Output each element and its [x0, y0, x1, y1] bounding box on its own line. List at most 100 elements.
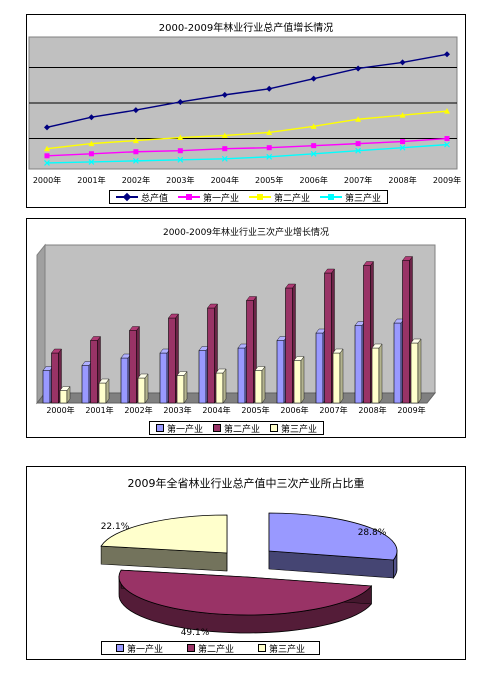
- line-point-secondary: [266, 129, 273, 135]
- line-chart-svg: 2000年 2001年 2002年 2003年 2004年 2005年 2006年 2007年…: [28, 36, 461, 185]
- line-point-tertiary: [399, 144, 406, 151]
- bar-x-tick-label: 2003年: [163, 405, 191, 415]
- bar-top-secondary: [207, 303, 218, 309]
- bar-x-tick-label: 2008年: [358, 405, 386, 415]
- bar-x-tick-label: 2006年: [280, 405, 308, 415]
- bar-side-tertiary: [222, 368, 227, 404]
- bar-legend-label-primary: 第一产业: [167, 424, 204, 435]
- bar-x-tick-label: 2002年: [124, 405, 152, 415]
- bar-secondary: [324, 272, 332, 404]
- line-point-total: [132, 107, 139, 114]
- pie-legend-item-tertiary: 第三产业: [258, 642, 305, 655]
- line-point-secondary: [177, 134, 184, 141]
- pie-legend-swatch-secondary-icon: [187, 644, 196, 652]
- line-point-tertiary: [355, 147, 362, 154]
- bar-tertiary: [98, 382, 107, 404]
- bar-primary: [237, 347, 246, 404]
- line-point-total: [310, 75, 317, 82]
- line-point-primary: [177, 148, 183, 154]
- pie-slice-tertiary: [100, 514, 228, 554]
- legend-label-primary: 第一产业: [203, 193, 240, 204]
- bar-primary: [42, 370, 51, 404]
- line-point-tertiary: [266, 153, 273, 160]
- legend-item-tertiary: 第三产业: [320, 191, 381, 204]
- bar-tertiary: [371, 347, 380, 404]
- bar-legend-item-secondary: 第二产业: [213, 422, 260, 435]
- pie-legend-label-tertiary: 第三产业: [269, 644, 306, 655]
- bar-chart-svg: 2000年 2001年 2002年 2003年 2004年 2005年 2006年 2007年…: [35, 243, 437, 415]
- pie-data-label-secondary: 49.1%: [181, 628, 210, 638]
- line-point-tertiary: [310, 150, 317, 157]
- bar-side-tertiary: [261, 365, 266, 404]
- line-point-primary: [266, 145, 272, 151]
- pie-legend-swatch-primary-icon: [116, 644, 124, 652]
- bar-tertiary: [176, 375, 185, 404]
- bar-side-tertiary: [378, 343, 383, 404]
- bar-tertiary: [59, 390, 68, 404]
- line-chart-legend: 总产值 第一产业 第二产业 第三产业: [109, 190, 389, 204]
- bar-primary: [81, 365, 90, 404]
- line-point-tertiary: [132, 157, 139, 164]
- line-x-tick-label: 2009年: [433, 175, 461, 185]
- pie-slice-secondary: [118, 569, 373, 616]
- bar-chart-panel: 2000-2009年林业行业三次产业增长情况 2000年 2001年 2002年 20…: [26, 218, 466, 438]
- line-x-tick-label: 2004年: [211, 175, 239, 185]
- bar-top-tertiary: [176, 371, 188, 376]
- bar-secondary: [168, 317, 176, 404]
- bar-side-tertiary: [339, 348, 344, 404]
- pie-chart-svg: 28.8% 49.1% 22.1%: [100, 512, 398, 638]
- bar-legend-swatch-tertiary-icon: [270, 424, 279, 432]
- line-point-secondary: [444, 108, 450, 114]
- bar-x-tick-label: 2007年: [319, 405, 347, 415]
- bar-top-secondary: [402, 256, 413, 261]
- bar-secondary: [129, 330, 137, 404]
- bar-primary: [354, 325, 363, 404]
- pie-legend-label-primary: 第一产业: [127, 644, 164, 655]
- bar-secondary: [51, 352, 59, 404]
- pie-chart-panel: 2009年全省林业行业总产值中三次产业所占比重 28.8% 49.1% 22.1% …: [26, 466, 466, 660]
- bar-top-tertiary: [215, 368, 227, 374]
- line-point-total: [88, 114, 95, 121]
- line-point-total: [177, 98, 184, 105]
- line-point-tertiary: [88, 158, 95, 165]
- bar-tertiary: [293, 360, 302, 404]
- bar-tertiary: [410, 342, 419, 404]
- line-point-primary: [400, 139, 406, 145]
- bar-x-tick-label: 2004年: [202, 405, 230, 415]
- line-point-primary: [44, 153, 50, 159]
- pie-legend-item-primary: 第一产业: [116, 642, 163, 655]
- bar-secondary: [207, 307, 215, 404]
- line-series-1: [46, 137, 448, 157]
- bar-top-tertiary: [410, 338, 422, 344]
- bar-secondary: [246, 300, 254, 404]
- legend-line-secondary-icon: [249, 193, 272, 201]
- line-x-tick-label: 2001年: [77, 175, 105, 185]
- line-point-primary: [444, 136, 450, 142]
- legend-line-primary-icon: [178, 193, 201, 201]
- bar-legend-label-tertiary: 第三产业: [281, 424, 318, 435]
- bar-primary: [198, 350, 207, 404]
- bar-top-secondary: [285, 283, 296, 289]
- line-point-secondary: [399, 112, 406, 118]
- pie-chart-title: 2009年全省林业行业总产值中三次产业所占比重: [127, 477, 365, 490]
- bar-legend-label-secondary: 第二产业: [224, 424, 261, 435]
- bar-side-tertiary: [300, 355, 305, 404]
- bar-top-secondary: [51, 348, 62, 354]
- bar-secondary: [285, 287, 293, 404]
- legend-item-primary: 第一产业: [178, 191, 239, 204]
- line-x-tick-label: 2003年: [166, 175, 194, 185]
- bar-top-secondary: [129, 326, 140, 331]
- line-point-tertiary: [444, 141, 450, 148]
- line-point-total: [221, 91, 228, 98]
- bar-side-tertiary: [144, 373, 149, 404]
- bar-chart-title: 2000-2009年林业行业三次产业增长情况: [162, 228, 330, 238]
- bar-top-tertiary: [293, 356, 305, 361]
- line-point-total: [399, 59, 406, 66]
- bar-top-tertiary: [332, 348, 344, 354]
- line-point-primary: [222, 146, 228, 152]
- bar-top-tertiary: [98, 378, 110, 384]
- line-point-secondary: [88, 140, 95, 147]
- bar-top-secondary: [363, 261, 374, 266]
- line-point-total: [266, 85, 273, 92]
- bar-top-secondary: [246, 296, 257, 301]
